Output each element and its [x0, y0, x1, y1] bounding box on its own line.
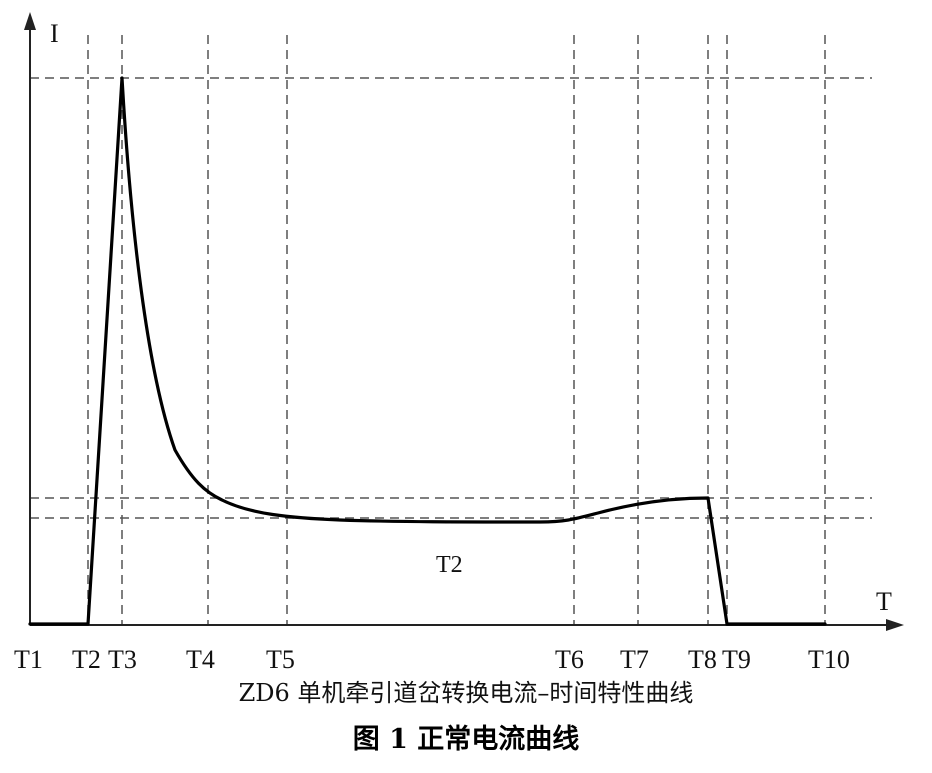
- x-tick-labels: T1 T2 T3 T4 T5 T6 T7 T8 T9 T10: [14, 645, 850, 674]
- x-tick-label-t9: T9: [722, 645, 751, 674]
- y-axis-arrow-icon: [24, 12, 36, 30]
- x-tick-label-t10: T10: [808, 645, 850, 674]
- x-axis-arrow-icon: [886, 619, 904, 631]
- x-tick-label-t5: T5: [266, 645, 295, 674]
- x-tick-label-t4: T4: [186, 645, 215, 674]
- y-axis-label: I: [50, 19, 59, 48]
- current-curve: [28, 76, 827, 626]
- vertical-grid-lines: [87, 35, 826, 625]
- x-tick-label-t8: T8: [688, 645, 717, 674]
- x-tick-label-t2: T2: [72, 645, 101, 674]
- x-tick-label-t7: T7: [620, 645, 649, 674]
- chart-subtitle: ZD6 单机牵引道岔转换电流–时间特性曲线: [239, 679, 694, 707]
- x-tick-label-t6: T6: [555, 645, 584, 674]
- chart-title: 图 1 正常电流曲线: [353, 724, 580, 755]
- x-tick-label-t1: T1: [14, 645, 43, 674]
- x-axis-label: T: [876, 587, 892, 616]
- x-tick-label-t3: T3: [108, 645, 137, 674]
- plateau-annotation: T2: [436, 552, 463, 578]
